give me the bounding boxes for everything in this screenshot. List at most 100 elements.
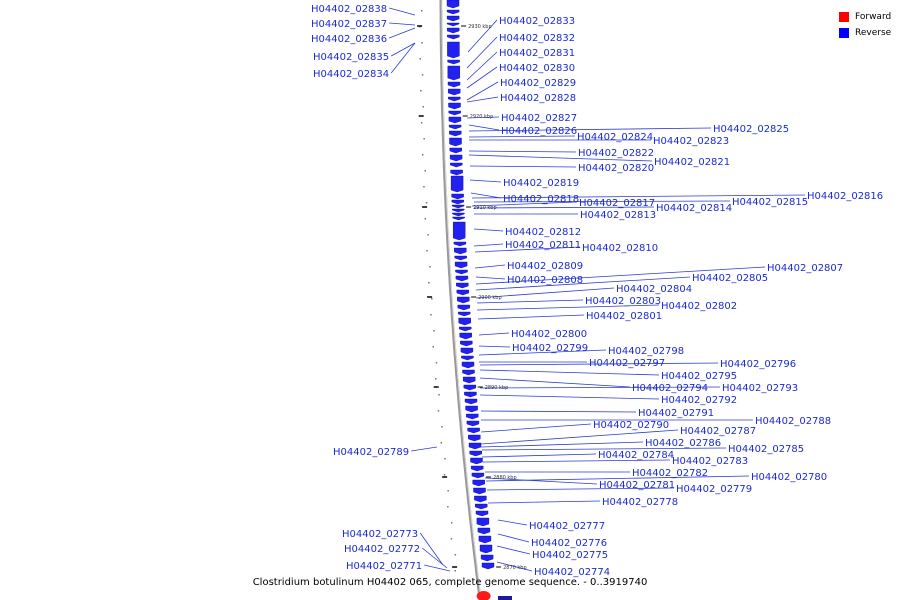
gene-label[interactable]: H04402_02804: [616, 284, 692, 295]
reverse-gene-arrow[interactable]: [452, 216, 465, 221]
reverse-gene-arrow[interactable]: [474, 495, 487, 503]
reverse-gene-arrow[interactable]: [447, 27, 460, 34]
gene-label[interactable]: H04402_02783: [672, 456, 748, 467]
gene-label[interactable]: H04402_02790: [593, 420, 669, 431]
reverse-gene-arrow[interactable]: [447, 59, 460, 65]
gene-label[interactable]: H04402_02792: [661, 395, 737, 406]
reverse-gene-arrow[interactable]: [460, 347, 474, 355]
gene-label[interactable]: H04402_02798: [608, 346, 684, 357]
reverse-gene-arrow[interactable]: [467, 427, 480, 434]
gene-label[interactable]: H04402_02789: [333, 447, 409, 458]
reverse-gene-arrow[interactable]: [450, 175, 464, 193]
reverse-gene-arrow[interactable]: [466, 420, 480, 427]
reverse-gene-arrow[interactable]: [452, 208, 465, 213]
reverse-gene-arrow[interactable]: [466, 413, 479, 420]
reverse-gene-arrow[interactable]: [458, 317, 471, 326]
gene-label[interactable]: H04402_02816: [807, 191, 883, 202]
gene-label[interactable]: H04402_02800: [511, 329, 587, 340]
reverse-gene-arrow[interactable]: [478, 535, 492, 544]
gene-label[interactable]: H04402_02815: [732, 197, 808, 208]
gene-label[interactable]: H04402_02802: [661, 301, 737, 312]
reverse-gene-arrow[interactable]: [446, 9, 460, 15]
reverse-gene-arrow[interactable]: [448, 88, 461, 96]
gene-label[interactable]: H04402_02825: [713, 124, 789, 135]
gene-label[interactable]: H04402_02811: [505, 240, 581, 251]
reverse-gene-arrow[interactable]: [479, 544, 493, 554]
reverse-gene-arrow[interactable]: [464, 398, 478, 405]
reverse-gene-arrow[interactable]: [470, 457, 483, 465]
gene-label[interactable]: H04402_02832: [499, 33, 575, 44]
gene-label[interactable]: H04402_02777: [529, 521, 605, 532]
reverse-gene-arrow[interactable]: [453, 241, 467, 247]
reverse-gene-arrow[interactable]: [446, 0, 460, 9]
reverse-gene-arrow[interactable]: [451, 193, 464, 200]
reverse-gene-arrow[interactable]: [448, 102, 461, 110]
reverse-gene-arrow[interactable]: [468, 442, 482, 450]
reverse-gene-arrow[interactable]: [455, 269, 468, 275]
gene-label[interactable]: H04402_02837: [311, 19, 387, 30]
gene-label[interactable]: H04402_02824: [577, 132, 653, 143]
gene-label[interactable]: H04402_02817: [579, 198, 655, 209]
gene-label[interactable]: H04402_02786: [645, 438, 721, 449]
reverse-gene-arrow[interactable]: [475, 510, 489, 517]
reverse-gene-arrow[interactable]: [451, 204, 465, 209]
reverse-gene-arrow[interactable]: [472, 479, 485, 487]
reverse-gene-arrow[interactable]: [458, 311, 471, 317]
reverse-gene-arrow[interactable]: [459, 326, 472, 332]
reverse-gene-arrow[interactable]: [480, 554, 494, 562]
reverse-gene-arrow[interactable]: [450, 162, 463, 168]
reverse-gene-arrow[interactable]: [463, 384, 476, 391]
gene-label[interactable]: H04402_02785: [728, 444, 804, 455]
gene-label[interactable]: H04402_02795: [661, 371, 737, 382]
reverse-gene-arrow[interactable]: [473, 487, 486, 495]
reverse-gene-arrow[interactable]: [461, 361, 475, 369]
reverse-gene-arrow[interactable]: [450, 169, 463, 176]
reverse-gene-arrow[interactable]: [446, 22, 460, 27]
gene-label[interactable]: H04402_02780: [751, 472, 827, 483]
gene-label[interactable]: H04402_02809: [507, 261, 583, 272]
gene-label[interactable]: H04402_02784: [598, 450, 674, 461]
gene-label[interactable]: H04402_02808: [507, 275, 583, 286]
reverse-gene-arrow[interactable]: [481, 562, 495, 570]
gene-label[interactable]: H04402_02805: [692, 273, 768, 284]
gene-label[interactable]: H04402_02822: [578, 148, 654, 159]
reverse-gene-arrow[interactable]: [475, 503, 488, 510]
reverse-gene-arrow[interactable]: [469, 450, 482, 457]
gene-label[interactable]: H04402_02781: [599, 480, 675, 491]
reverse-gene-arrow[interactable]: [452, 212, 465, 217]
gene-label[interactable]: H04402_02799: [512, 343, 588, 354]
gene-label[interactable]: H04402_02826: [501, 126, 577, 137]
reverse-gene-arrow[interactable]: [456, 282, 469, 289]
reverse-gene-arrow[interactable]: [454, 261, 468, 269]
gene-label[interactable]: H04402_02772: [344, 544, 420, 555]
reverse-gene-arrow[interactable]: [476, 517, 490, 527]
reverse-gene-arrow[interactable]: [449, 137, 462, 147]
gene-label[interactable]: H04402_02793: [722, 383, 798, 394]
gene-label[interactable]: H04402_02797: [589, 358, 665, 369]
gene-label[interactable]: H04402_02773: [342, 529, 418, 540]
reverse-gene-arrow[interactable]: [447, 34, 460, 40]
reverse-gene-arrow[interactable]: [447, 65, 460, 81]
gene-label[interactable]: H04402_02807: [767, 263, 843, 274]
gene-label[interactable]: H04402_02803: [585, 296, 661, 307]
gene-label[interactable]: H04402_02775: [532, 550, 608, 561]
reverse-gene-arrow[interactable]: [449, 154, 463, 162]
reverse-gene-arrow[interactable]: [471, 472, 485, 479]
gene-label[interactable]: H04402_02829: [500, 78, 576, 89]
gene-label[interactable]: H04402_02830: [499, 63, 575, 74]
gene-label[interactable]: H04402_02828: [500, 93, 576, 104]
gene-label[interactable]: H04402_02819: [503, 178, 579, 189]
reverse-gene-arrow[interactable]: [448, 124, 462, 130]
gene-label[interactable]: H04402_02827: [501, 113, 577, 124]
gene-label[interactable]: H04402_02788: [755, 416, 831, 427]
gene-label[interactable]: H04402_02835: [313, 52, 389, 63]
gene-label[interactable]: H04402_02776: [531, 538, 607, 549]
reverse-gene-arrow[interactable]: [471, 465, 484, 472]
gene-label[interactable]: H04402_02831: [499, 48, 575, 59]
reverse-gene-arrow[interactable]: [468, 434, 481, 442]
gene-label[interactable]: H04402_02810: [582, 243, 658, 254]
gene-label[interactable]: H04402_02814: [656, 203, 732, 214]
gene-label[interactable]: H04402_02813: [580, 210, 656, 221]
reverse-gene-arrow[interactable]: [449, 130, 462, 137]
reverse-gene-arrow[interactable]: [448, 96, 461, 102]
